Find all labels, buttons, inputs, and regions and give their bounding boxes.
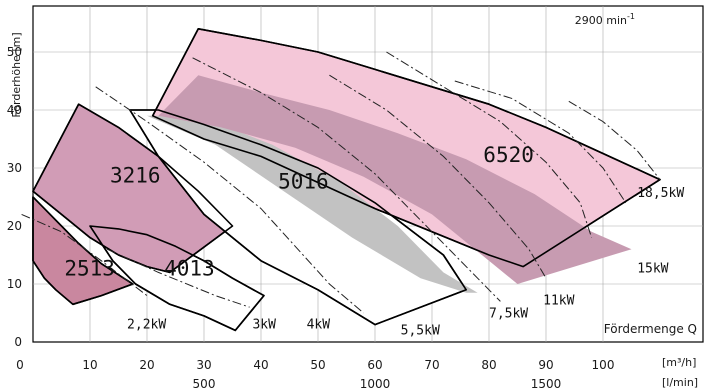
x-tick-label: 70	[424, 358, 439, 372]
power-curve-line	[95, 86, 364, 314]
x-tick-label: 0	[16, 358, 24, 372]
y-tick-label: 40	[7, 103, 22, 117]
pump-outline-4013	[89, 225, 265, 332]
power-curve-label: 18,5kW	[637, 186, 684, 201]
x-tick-label: 30	[196, 358, 211, 372]
power-curve-label: 11kW	[543, 293, 574, 308]
x-tick-label: 80	[481, 358, 496, 372]
y-tick-label: 30	[7, 161, 22, 175]
labels-layer: 2513 4013 3216 5016 6520	[64, 143, 534, 280]
power-curve-label: 2,2kW	[127, 318, 166, 333]
power-curve-line	[386, 51, 593, 238]
speed-sup: -1	[627, 12, 635, 21]
power-curve-label: 15kW	[637, 261, 668, 276]
x-axis-label: Fördermenge Q	[604, 322, 697, 336]
lmin-tick-label: 500	[193, 377, 216, 391]
power-curve-line	[106, 248, 250, 308]
power-curve-line	[21, 213, 148, 296]
bands-layer	[147, 75, 632, 293]
pump-outline-3216	[32, 103, 234, 274]
pump-label-5016: 5016	[278, 169, 329, 193]
y-tick-label: 50	[7, 45, 22, 59]
mauve-band	[158, 75, 632, 284]
y-tick-label: 0	[14, 335, 22, 349]
unit-lmin: [l/min]	[662, 376, 698, 389]
pump-outline-6520	[151, 27, 661, 268]
power-curve-label: 4kW	[307, 318, 331, 333]
speed-label: 2900 min-1	[575, 12, 635, 27]
power-curve-label: 5,5kW	[401, 323, 440, 338]
power-curve-line	[329, 74, 547, 279]
power-curve-label: 3kW	[252, 318, 276, 333]
y-tick-label: 10	[7, 277, 22, 291]
gray-band	[147, 115, 478, 293]
power-curve-line	[192, 57, 501, 302]
power-curves-layer: 2,2kW 3kW 4kW 5,5kW 7,5kW 11kW 15kW 18,5kW	[21, 51, 684, 338]
pump-label-4013: 4013	[164, 256, 215, 280]
x-tick-label: 40	[253, 358, 268, 372]
x-tick-label: 90	[538, 358, 553, 372]
pump-label-6520: 6520	[483, 143, 534, 167]
pump-label-2513: 2513	[64, 256, 115, 280]
x-tick-label: 100	[592, 358, 615, 372]
pump-outline-2513	[32, 196, 134, 306]
y-tick-label: 20	[7, 219, 22, 233]
x-tick-label: 60	[367, 358, 382, 372]
x-tick-label: 20	[139, 358, 154, 372]
lmin-tick-label: 1000	[360, 377, 391, 391]
power-curve-line	[454, 80, 627, 204]
y-axis-label: Förderhöhe [m]	[10, 32, 23, 117]
x-tick-label: 50	[310, 358, 325, 372]
pump-outlines	[32, 27, 661, 332]
power-curve-line	[568, 100, 661, 180]
lmin-tick-label: 1500	[531, 377, 562, 391]
pump-label-3216: 3216	[110, 164, 161, 188]
unit-m3h: [m³/h]	[662, 356, 696, 369]
power-curve-label: 7,5kW	[489, 307, 528, 322]
pump-outline-5016	[129, 109, 468, 326]
x-tick-label: 10	[82, 358, 97, 372]
